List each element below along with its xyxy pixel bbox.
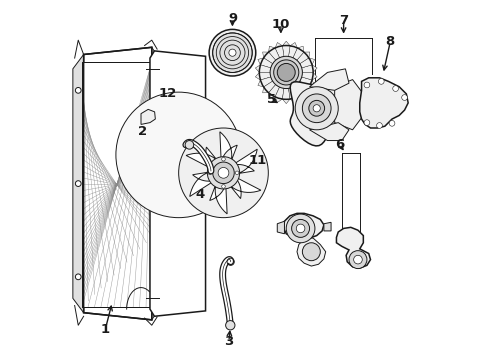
Circle shape (218, 167, 229, 178)
Polygon shape (290, 82, 354, 146)
Circle shape (295, 87, 338, 130)
Circle shape (302, 94, 331, 123)
Circle shape (277, 63, 295, 81)
Circle shape (179, 128, 269, 218)
Polygon shape (258, 58, 272, 68)
Polygon shape (258, 77, 272, 87)
Circle shape (151, 113, 156, 118)
Circle shape (225, 320, 235, 330)
Circle shape (209, 30, 256, 76)
Circle shape (286, 214, 315, 243)
Bar (82, 62, 152, 307)
Polygon shape (293, 85, 304, 99)
Circle shape (354, 255, 362, 264)
Text: 3: 3 (224, 335, 234, 348)
Polygon shape (297, 238, 326, 266)
Circle shape (377, 123, 382, 129)
Polygon shape (302, 65, 317, 72)
Polygon shape (84, 47, 152, 320)
Polygon shape (293, 46, 304, 60)
Polygon shape (255, 72, 271, 80)
Text: 9: 9 (228, 12, 237, 25)
Circle shape (151, 181, 156, 186)
Circle shape (75, 274, 81, 280)
Polygon shape (269, 85, 279, 99)
Polygon shape (220, 132, 237, 164)
Polygon shape (73, 54, 84, 313)
Text: 2: 2 (138, 125, 147, 138)
Circle shape (221, 157, 225, 161)
Circle shape (296, 224, 305, 233)
Text: 8: 8 (386, 35, 395, 49)
Text: 6: 6 (335, 138, 344, 150)
Polygon shape (297, 81, 310, 93)
Circle shape (364, 82, 370, 88)
Polygon shape (277, 221, 285, 234)
Text: 7: 7 (339, 14, 348, 27)
Polygon shape (300, 77, 315, 87)
Text: 1: 1 (100, 323, 110, 336)
Circle shape (364, 120, 370, 126)
Polygon shape (310, 69, 349, 90)
Polygon shape (230, 149, 257, 174)
Polygon shape (190, 172, 217, 197)
Polygon shape (150, 51, 205, 316)
Polygon shape (255, 65, 271, 72)
Polygon shape (284, 213, 324, 239)
Polygon shape (275, 87, 284, 102)
Polygon shape (310, 123, 349, 140)
Circle shape (274, 60, 299, 85)
Text: 10: 10 (271, 18, 290, 31)
Circle shape (393, 86, 398, 91)
Circle shape (389, 121, 395, 126)
Circle shape (235, 171, 239, 175)
Circle shape (292, 220, 310, 237)
Polygon shape (289, 42, 297, 58)
Circle shape (309, 100, 324, 116)
Polygon shape (275, 42, 284, 58)
Circle shape (151, 249, 156, 254)
Polygon shape (335, 80, 364, 130)
Text: 11: 11 (248, 154, 267, 167)
Polygon shape (337, 227, 370, 268)
Polygon shape (324, 222, 331, 231)
Circle shape (313, 105, 320, 112)
Polygon shape (229, 175, 261, 199)
Circle shape (75, 87, 81, 93)
Circle shape (378, 78, 384, 84)
Circle shape (270, 56, 302, 89)
Circle shape (349, 251, 367, 269)
Circle shape (213, 33, 252, 72)
Text: 12: 12 (159, 87, 177, 100)
Text: 4: 4 (196, 188, 205, 201)
Polygon shape (289, 87, 297, 102)
Circle shape (402, 95, 408, 100)
Polygon shape (302, 72, 317, 80)
Circle shape (75, 181, 81, 186)
Polygon shape (141, 109, 155, 125)
Text: 5: 5 (268, 93, 276, 106)
Circle shape (208, 171, 212, 175)
Polygon shape (186, 147, 218, 170)
Polygon shape (269, 46, 279, 60)
Polygon shape (263, 52, 276, 64)
Circle shape (302, 243, 320, 261)
Circle shape (116, 92, 242, 218)
Polygon shape (360, 78, 408, 128)
Polygon shape (282, 89, 290, 104)
Polygon shape (282, 41, 290, 57)
Circle shape (207, 157, 240, 189)
Polygon shape (263, 81, 276, 93)
Polygon shape (82, 62, 152, 307)
Circle shape (185, 140, 194, 149)
Circle shape (221, 185, 225, 188)
Circle shape (229, 49, 236, 56)
Circle shape (213, 162, 234, 184)
Polygon shape (210, 182, 227, 214)
Polygon shape (297, 52, 310, 64)
Polygon shape (300, 58, 315, 68)
